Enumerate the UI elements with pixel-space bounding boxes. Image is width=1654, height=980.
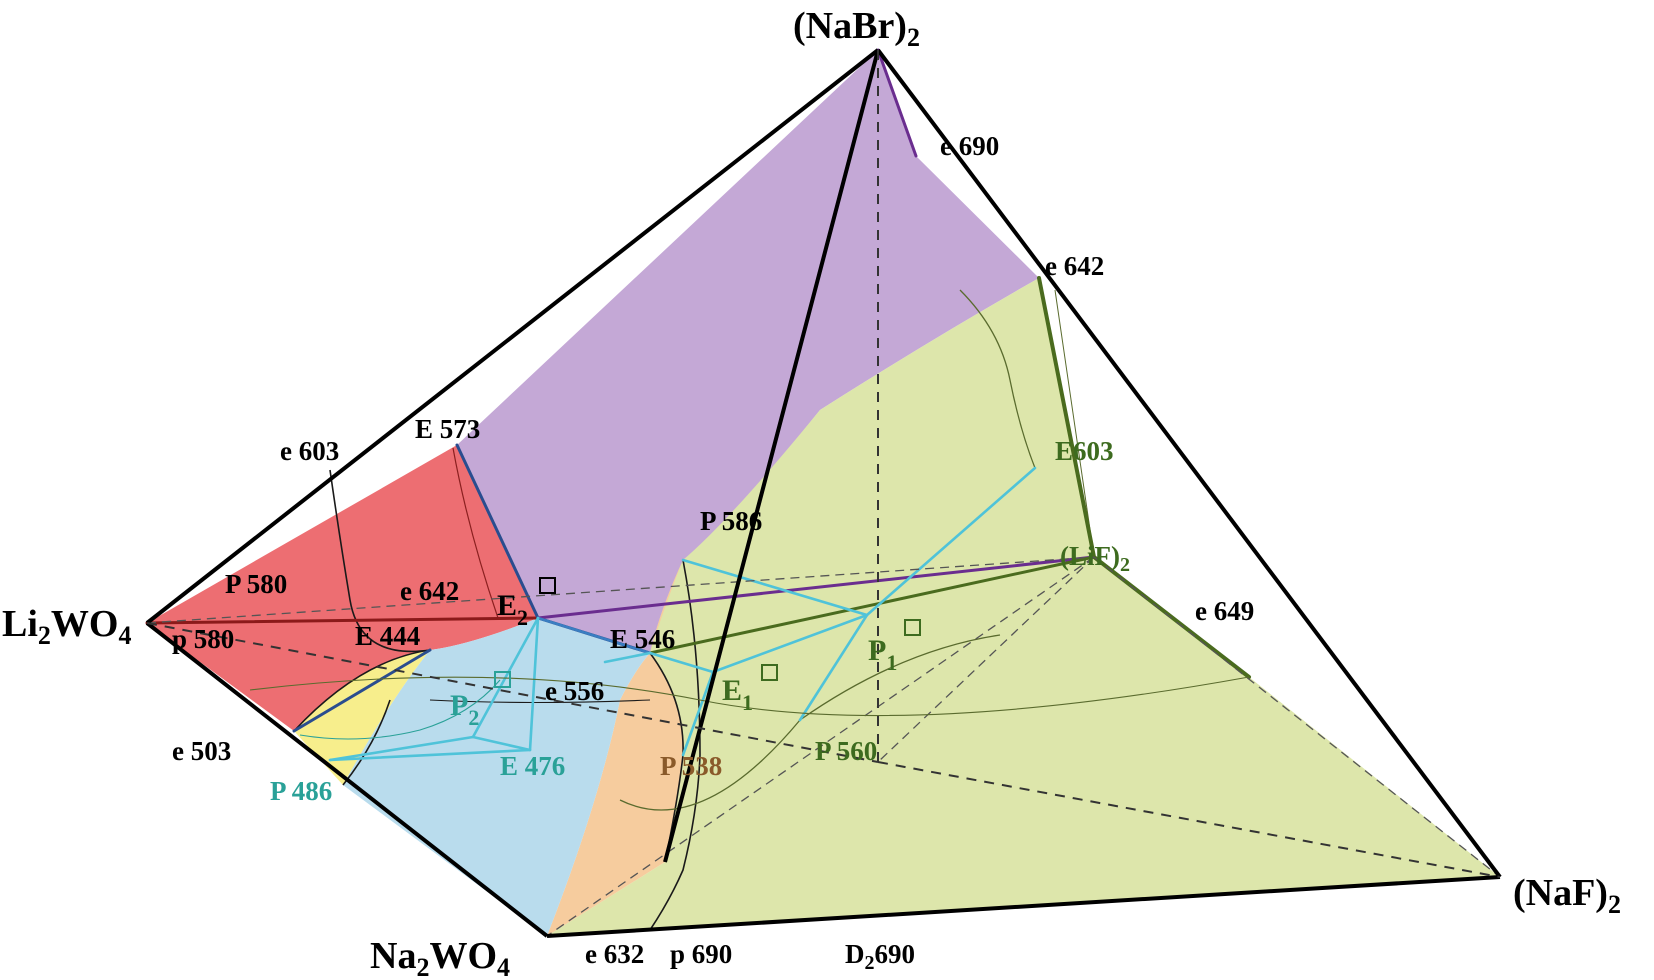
svg-text:P 538: P 538 xyxy=(660,751,722,781)
svg-text:P 580: P 580 xyxy=(225,569,287,599)
svg-text:Na2WO4: Na2WO4 xyxy=(370,935,510,980)
svg-text:E 476: E 476 xyxy=(500,751,565,781)
svg-text:E 444: E 444 xyxy=(355,621,420,651)
svg-text:P 586: P 586 xyxy=(700,506,762,536)
svg-text:e 642: e 642 xyxy=(1045,251,1104,281)
svg-text:P 486: P 486 xyxy=(270,776,332,806)
svg-text:e 556: e 556 xyxy=(545,676,604,706)
svg-text:e 690: e 690 xyxy=(940,131,999,161)
svg-text:e 503: e 503 xyxy=(172,736,231,766)
svg-text:Li2WO4: Li2WO4 xyxy=(2,603,131,650)
svg-text:p 690: p 690 xyxy=(670,939,732,969)
svg-text:e 642: e 642 xyxy=(400,576,459,606)
svg-text:e 632: e 632 xyxy=(585,939,644,969)
svg-text:(NaF)2: (NaF)2 xyxy=(1513,872,1621,919)
svg-text:P 560: P 560 xyxy=(815,736,877,766)
svg-text:E603: E603 xyxy=(1055,436,1114,466)
svg-text:e 649: e 649 xyxy=(1195,596,1254,626)
svg-text:e 603: e 603 xyxy=(280,436,339,466)
svg-text:E 573: E 573 xyxy=(415,414,480,444)
svg-text:E 546: E 546 xyxy=(610,624,675,654)
svg-text:(NaBr)2: (NaBr)2 xyxy=(793,5,920,52)
svg-text:(LiF)2: (LiF)2 xyxy=(1060,541,1130,576)
svg-text:D2690: D2690 xyxy=(845,939,915,974)
svg-text:p 580: p 580 xyxy=(172,624,234,654)
